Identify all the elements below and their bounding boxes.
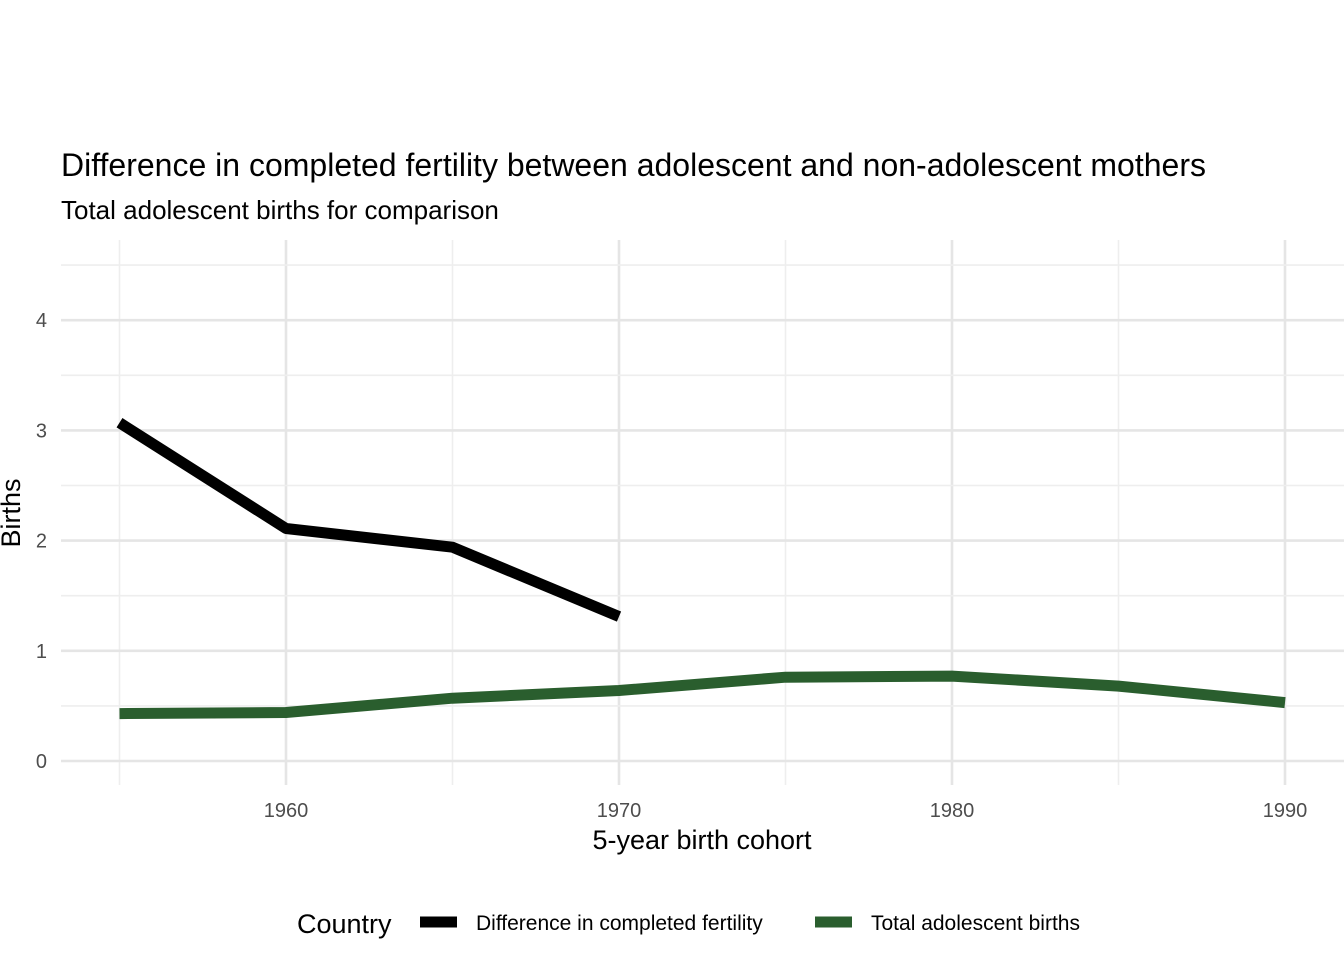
x-tick-label: 1960	[264, 800, 309, 822]
legend-label: Difference in completed fertility	[476, 912, 763, 935]
y-axis-title: Births	[0, 478, 26, 547]
chart-title: Difference in completed fertility betwee…	[61, 147, 1206, 183]
chart-subtitle: Total adolescent births for comparison	[61, 195, 499, 225]
x-axis-title: 5-year birth cohort	[592, 825, 812, 855]
legend: Country Difference in completed fertilit…	[297, 909, 1080, 939]
series-line-2	[119, 670, 1286, 720]
y-tick-label: 2	[36, 531, 47, 553]
series-line-1	[116, 418, 622, 622]
axis-ticks: 1960 1970 1980 1990 0 1 2 3 4	[36, 310, 1307, 822]
y-tick-label: 4	[36, 310, 47, 332]
series-lines	[116, 418, 1286, 720]
x-tick-label: 1990	[1263, 800, 1308, 822]
y-tick-label: 0	[36, 751, 47, 773]
grid	[61, 240, 1344, 785]
legend-title: Country	[297, 909, 392, 939]
y-tick-label: 3	[36, 420, 47, 442]
y-tick-label: 1	[36, 641, 47, 663]
legend-label: Total adolescent births	[871, 912, 1080, 935]
x-tick-label: 1980	[930, 800, 975, 822]
x-tick-label: 1970	[597, 800, 642, 822]
